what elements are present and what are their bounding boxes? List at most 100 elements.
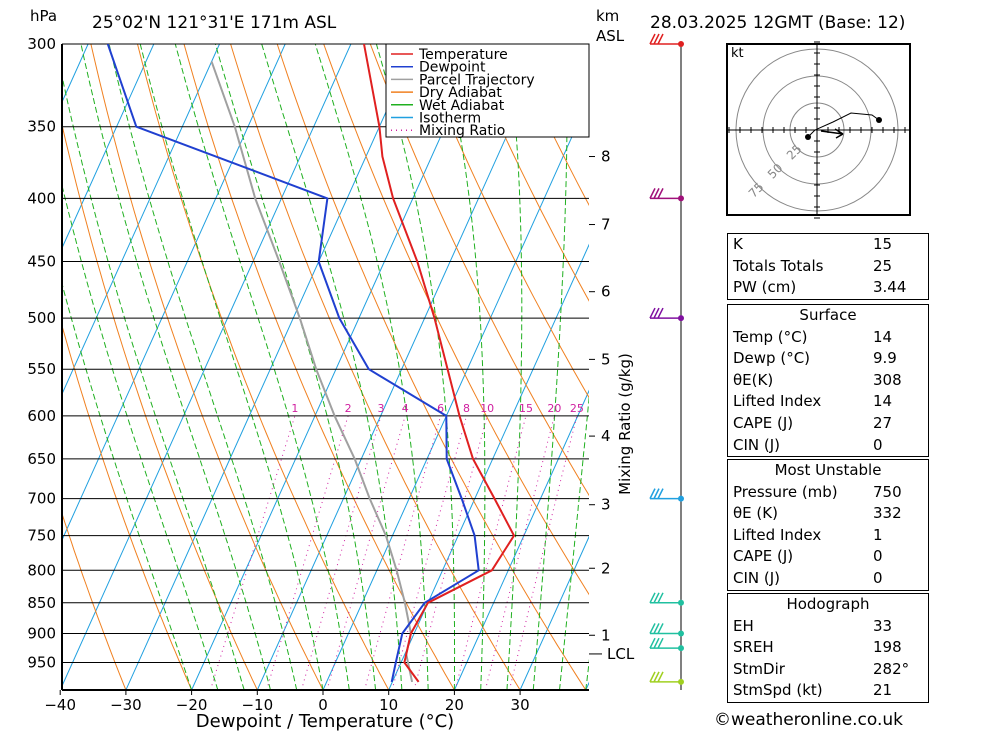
row-value: 27 [873,413,893,432]
table-row: Pressure (mb) 750 [728,482,928,504]
row-value: 0 [873,547,883,566]
pressure-tick-label: 950 [27,653,56,671]
table-section-title: Surface [799,306,857,324]
dry-adiabat-line [976,44,1000,690]
legend-label: Parcel Trajectory [419,72,535,88]
x-tick-label: −20 [176,696,208,714]
table-row: StmSpd (kt) 21 [728,680,928,702]
km-tick-label: 4 [601,427,611,445]
row-value: 0 [873,435,883,454]
table-row: CAPE (J) 27 [728,413,928,435]
table-row: K 15 [728,234,928,256]
mixing-ratio-line [413,415,488,690]
dry-adiabat-line [62,122,258,690]
surface-table: Surface Temp (°C) 14 Dewp (°C) 9.9 θE(K) 308 Li… [727,304,929,458]
mixing-ratio-tick-label: 25 [570,402,584,415]
mixing-ratio-line [266,415,349,690]
x-axis-label: Dewpoint / Temperature (°C) [196,711,454,732]
km-unit-label: km [596,7,619,25]
wind-barb [649,307,681,319]
x-tick-label: 30 [511,696,530,714]
km-tick-label: 5 [601,350,611,368]
wind-barb [649,33,681,45]
hodograph-table: Hodograph EH 33 SREH 198 StmDir 282° StmSpd (kt… [727,593,929,703]
table-row: Temp (°C) 14 [728,327,928,349]
row-value: 3.44 [873,278,907,297]
isotherm-line [62,44,352,688]
mixing-ratio-line [326,415,406,690]
x-tick-label: −30 [110,696,142,714]
indices-top-table: K 15 Totals Totals 25 PW (cm) 3.44 [727,233,929,300]
dry-adiabat-line [90,44,324,690]
wind-barb [649,592,681,604]
row-label: CAPE (J) [733,547,794,566]
row-label: CIN (J) [733,435,781,454]
mixing-ratio-tick-label: 20 [547,402,561,415]
lcl-label: LCL [607,645,635,663]
row-label: StmDir [733,659,785,678]
wind-barb [649,637,681,649]
km-tick-label: 7 [601,216,611,234]
hodograph-start-point [805,134,811,140]
row-value: 9.9 [873,349,897,368]
wind-dot [678,41,684,47]
wind-dot [678,645,684,652]
row-value: 25 [873,256,893,275]
wind-barb [649,623,681,635]
isotherm-line [519,535,589,690]
table-row: PW (cm) 3.44 [728,277,928,299]
row-label: Totals Totals [733,256,824,275]
pressure-unit-label: hPa [30,7,57,25]
table-row: SREH 198 [728,637,928,659]
legend-label: Temperature [418,47,508,63]
wind-dot [678,195,684,202]
row-label: PW (cm) [733,278,797,297]
pressure-tick-label: 350 [27,118,56,136]
row-value: 14 [873,392,893,411]
copyright-footer: ©weatheronline.co.uk [714,710,904,730]
mixing-ratio-tick-label: 4 [402,402,409,415]
wet-adiabat-line [559,393,589,690]
x-tick-label: −10 [241,696,273,714]
wind-dot [678,315,684,322]
row-value: 1 [873,525,883,544]
row-value: 0 [873,568,883,587]
table-section-title: Most Unstable [774,461,882,479]
row-label: K [733,235,743,253]
row-label: StmSpd (kt) [733,681,823,700]
row-label: CIN (J) [733,568,781,587]
table-row: EH 33 [728,616,928,638]
mixing-ratio-line [454,415,527,690]
row-label: CAPE (J) [733,413,794,432]
legend-label: Dry Adiabat [419,85,502,101]
mixing-ratio-tick-label: 8 [463,402,470,415]
pressure-tick-label: 900 [27,624,56,642]
row-value: 15 [873,235,893,253]
table-row: CAPE (J) 0 [728,546,928,568]
pressure-tick-label: 400 [27,189,56,207]
dry-adiabat-line [183,44,455,690]
hodograph-unit-label: kt [731,46,744,61]
dry-adiabat-line [929,44,1000,690]
row-value: 21 [873,681,893,700]
row-label: Pressure (mb) [733,482,838,501]
wind-dot [678,495,684,502]
row-value: 332 [873,504,902,523]
table-row: CIN (J) 0 [728,435,928,457]
wet-adiabat-line [62,183,219,690]
table-row: Lifted Index 14 [728,391,928,413]
row-value: 14 [873,327,893,346]
legend-label: Mixing Ratio [419,123,505,139]
row-label: Temp (°C) [733,327,808,346]
pressure-tick-label: 750 [27,527,56,545]
pressure-tick-label: 800 [27,561,56,579]
hodograph-trace [807,112,880,138]
wet-adiabat-line [506,44,523,690]
pressure-tick-label: 450 [27,253,56,271]
km-tick-label: 3 [601,496,611,514]
dry-adiabat-line [462,44,589,302]
table-row: StmDir 282° [728,659,928,681]
wet-adiabat-line [80,44,271,690]
row-value: 750 [873,482,902,501]
